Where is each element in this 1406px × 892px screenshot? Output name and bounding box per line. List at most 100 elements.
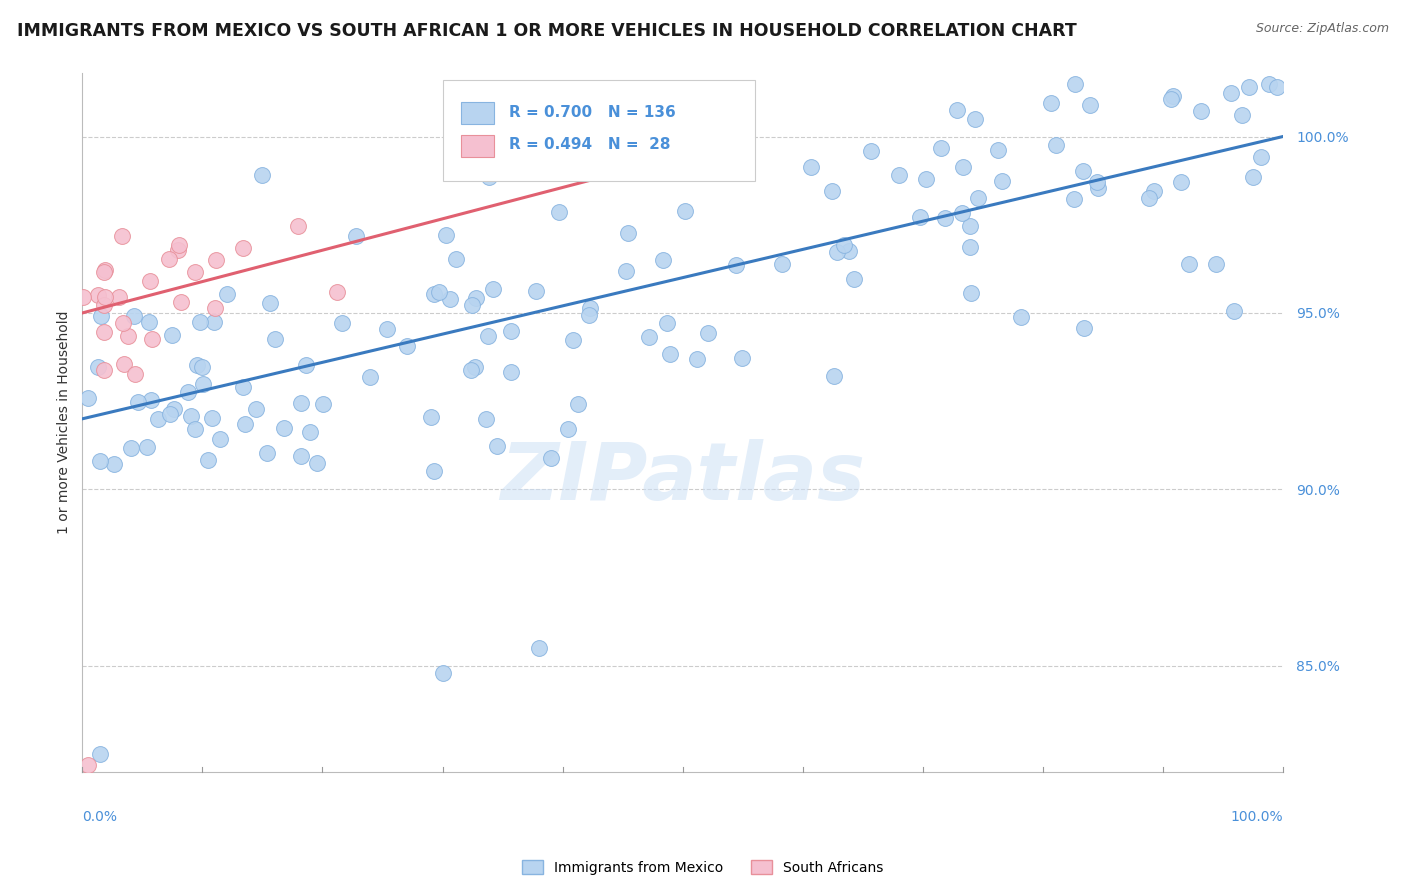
- Point: [232, 380, 254, 394]
- Y-axis label: 1 or more Vehicles in Household: 1 or more Vehicles in Household: [58, 310, 72, 534]
- Point: [235, 417, 257, 431]
- Point: [821, 184, 844, 198]
- Point: [1258, 77, 1281, 91]
- Point: [256, 446, 278, 460]
- Point: [1223, 303, 1246, 318]
- Point: [160, 328, 183, 343]
- Point: [464, 359, 486, 374]
- Point: [842, 272, 865, 286]
- FancyBboxPatch shape: [443, 80, 755, 181]
- Point: [295, 358, 318, 372]
- Point: [205, 252, 228, 267]
- Point: [562, 334, 585, 348]
- Point: [934, 211, 956, 226]
- Point: [252, 168, 274, 182]
- Point: [264, 332, 287, 346]
- Point: [465, 291, 488, 305]
- Point: [186, 358, 208, 372]
- Point: [141, 392, 163, 407]
- Point: [557, 129, 579, 144]
- Point: [731, 351, 754, 366]
- Point: [1241, 169, 1264, 184]
- Point: [1045, 138, 1067, 153]
- Point: [967, 191, 990, 205]
- FancyBboxPatch shape: [461, 136, 494, 157]
- Point: [439, 292, 461, 306]
- Point: [176, 385, 198, 400]
- Point: [987, 143, 1010, 157]
- Point: [290, 449, 312, 463]
- Point: [307, 456, 329, 470]
- Point: [460, 363, 482, 377]
- Point: [501, 365, 523, 379]
- Point: [204, 301, 226, 316]
- Point: [77, 757, 100, 772]
- Point: [434, 227, 457, 242]
- Point: [617, 226, 640, 240]
- Point: [183, 265, 205, 279]
- Point: [557, 422, 579, 436]
- Point: [93, 298, 115, 312]
- Point: [135, 440, 157, 454]
- Text: 100.0%: 100.0%: [1230, 810, 1284, 824]
- Text: IMMIGRANTS FROM MEXICO VS SOUTH AFRICAN 1 OR MORE VEHICLES IN HOUSEHOLD CORRELAT: IMMIGRANTS FROM MEXICO VS SOUTH AFRICAN …: [17, 22, 1077, 40]
- Point: [72, 289, 94, 303]
- Point: [112, 358, 135, 372]
- Point: [1085, 175, 1108, 189]
- Point: [117, 329, 139, 343]
- Point: [159, 408, 181, 422]
- Point: [396, 339, 419, 353]
- Text: Source: ZipAtlas.com: Source: ZipAtlas.com: [1256, 22, 1389, 36]
- Point: [481, 282, 503, 296]
- Point: [838, 244, 860, 258]
- Point: [1039, 96, 1062, 111]
- Point: [1170, 175, 1192, 189]
- Point: [359, 369, 381, 384]
- Point: [93, 325, 115, 339]
- Point: [111, 229, 134, 244]
- Point: [94, 290, 117, 304]
- Point: [87, 359, 110, 374]
- Point: [1178, 257, 1201, 271]
- Point: [89, 454, 111, 468]
- Text: 0.0%: 0.0%: [83, 810, 117, 824]
- Point: [146, 412, 169, 426]
- Point: [170, 294, 193, 309]
- Point: [112, 316, 135, 330]
- Point: [991, 174, 1014, 188]
- Point: [312, 397, 335, 411]
- Point: [77, 391, 100, 405]
- Point: [965, 112, 987, 126]
- Point: [952, 160, 974, 174]
- Point: [1078, 98, 1101, 112]
- Point: [419, 410, 441, 425]
- Point: [770, 257, 793, 271]
- Point: [326, 285, 349, 299]
- Point: [1073, 321, 1095, 335]
- Point: [859, 144, 882, 158]
- FancyBboxPatch shape: [461, 103, 494, 124]
- Point: [422, 464, 444, 478]
- Point: [139, 274, 162, 288]
- Point: [1205, 257, 1227, 271]
- Point: [245, 402, 267, 417]
- Point: [157, 252, 180, 267]
- Point: [478, 170, 501, 185]
- Point: [567, 397, 589, 411]
- Point: [259, 296, 281, 310]
- Point: [960, 285, 983, 300]
- Point: [208, 432, 231, 446]
- Point: [1250, 150, 1272, 164]
- Point: [138, 315, 160, 329]
- Point: [444, 252, 467, 266]
- Point: [108, 290, 131, 304]
- Point: [427, 285, 450, 300]
- Point: [330, 316, 353, 330]
- Point: [950, 206, 973, 220]
- Point: [141, 332, 163, 346]
- Point: [959, 239, 981, 253]
- Point: [93, 265, 115, 279]
- Point: [1087, 180, 1109, 194]
- Point: [686, 351, 709, 366]
- Point: [167, 238, 190, 252]
